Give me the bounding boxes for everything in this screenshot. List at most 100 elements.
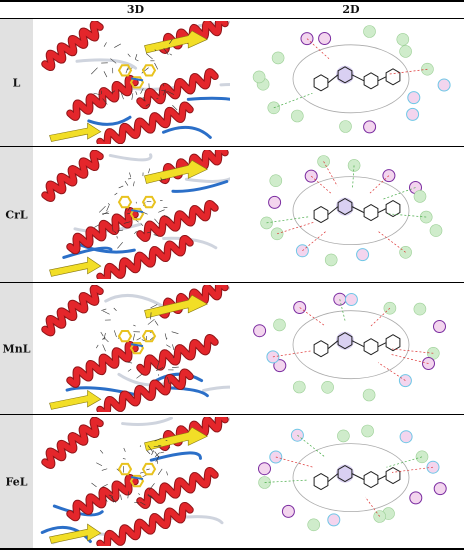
row-separator bbox=[0, 282, 464, 283]
helix-ribbon bbox=[67, 75, 138, 120]
residue-stick bbox=[125, 66, 129, 74]
ligand-ring bbox=[141, 64, 157, 77]
residue-stick bbox=[127, 207, 131, 211]
ligand-ring bbox=[385, 334, 401, 352]
ligand-ring bbox=[363, 471, 379, 489]
pocket-outline bbox=[292, 310, 410, 380]
residue-stick bbox=[154, 218, 160, 225]
residue-disc bbox=[324, 253, 338, 267]
residue-stick bbox=[103, 337, 109, 343]
residue-stick bbox=[171, 331, 179, 334]
residue-disc bbox=[333, 292, 347, 306]
residue-stick bbox=[110, 58, 117, 64]
residue-stick bbox=[102, 344, 106, 352]
ligand-bond bbox=[351, 206, 365, 214]
ligand-ring bbox=[363, 72, 379, 90]
residue-stick bbox=[117, 229, 124, 232]
residue-stick bbox=[106, 205, 110, 212]
ligand-ring bbox=[337, 198, 353, 216]
residue-stick bbox=[158, 209, 165, 213]
pocket-outline bbox=[292, 443, 410, 513]
residue-disc bbox=[361, 424, 374, 438]
residue-stick bbox=[164, 333, 167, 340]
ligand-ring bbox=[117, 64, 133, 77]
residue-stick bbox=[120, 494, 122, 500]
ligand-bond bbox=[130, 209, 144, 214]
coil-strand bbox=[40, 525, 92, 543]
helix-ribbon bbox=[42, 417, 103, 468]
coil-strand bbox=[52, 504, 104, 517]
residue-stick bbox=[91, 482, 97, 488]
residue-stick bbox=[118, 185, 124, 189]
residue-disc bbox=[373, 510, 386, 523]
pocket-outline bbox=[292, 44, 410, 114]
interaction-line bbox=[378, 231, 406, 253]
residue-stick bbox=[154, 49, 157, 51]
residue-disc bbox=[268, 195, 282, 209]
residue-disc bbox=[407, 91, 421, 105]
docking-3d-view bbox=[40, 21, 230, 144]
header-rule bbox=[0, 18, 464, 19]
docking-3d-view bbox=[40, 150, 230, 279]
residue-stick bbox=[122, 458, 126, 460]
residue-stick bbox=[138, 493, 140, 496]
residue-stick bbox=[172, 105, 178, 111]
residue-stick bbox=[102, 483, 108, 488]
beta-sheet-arrow bbox=[49, 523, 102, 544]
residue-stick bbox=[91, 67, 98, 75]
beta-sheet-arrow bbox=[49, 122, 102, 142]
docking-3d-view bbox=[40, 285, 230, 412]
residue-disc bbox=[356, 248, 370, 262]
residue-stick bbox=[101, 308, 107, 311]
row-label: CrL bbox=[5, 208, 28, 221]
residue-disc bbox=[252, 70, 266, 84]
residue-disc bbox=[269, 174, 283, 188]
residue-stick bbox=[146, 468, 150, 471]
residue-stick bbox=[147, 445, 153, 452]
coil-strand bbox=[74, 241, 136, 254]
residue-stick bbox=[141, 67, 149, 74]
ligand-bond bbox=[351, 473, 365, 481]
ligand-ring bbox=[385, 200, 401, 218]
row-l: L bbox=[0, 19, 464, 146]
residue-stick bbox=[148, 168, 151, 174]
coil-strand bbox=[171, 180, 229, 193]
ligand-ring bbox=[117, 195, 133, 209]
residue-disc bbox=[258, 462, 271, 476]
ligand-ring bbox=[129, 474, 145, 488]
residue-stick bbox=[148, 483, 155, 491]
residue-disc bbox=[433, 482, 447, 496]
ligand-ring bbox=[129, 342, 145, 355]
residue-stick bbox=[114, 192, 118, 196]
residue-stick bbox=[113, 307, 117, 311]
ligand-ring bbox=[129, 76, 145, 89]
residue-disc bbox=[398, 374, 412, 388]
coil-strand bbox=[152, 372, 204, 384]
interaction-line bbox=[299, 307, 326, 327]
ligand-bond bbox=[327, 340, 339, 350]
residue-disc bbox=[281, 504, 295, 518]
residue-stick bbox=[102, 98, 108, 105]
interaction-2d-diagram bbox=[240, 417, 462, 546]
residue-stick bbox=[96, 462, 103, 466]
ligand-bond bbox=[351, 340, 365, 348]
helix-ribbon bbox=[97, 102, 193, 144]
residue-disc bbox=[363, 25, 376, 38]
residue-disc bbox=[429, 224, 443, 237]
ligand-ring bbox=[141, 462, 157, 476]
residue-stick bbox=[146, 450, 151, 455]
residue-stick bbox=[102, 211, 109, 215]
residue-disc bbox=[258, 476, 271, 489]
ligand-bond bbox=[130, 476, 144, 481]
row-mnl: MnL bbox=[0, 283, 464, 414]
ligand-ring bbox=[117, 462, 133, 476]
residue-stick bbox=[124, 180, 129, 186]
residue-stick bbox=[134, 230, 137, 234]
ligand-ring bbox=[141, 195, 157, 209]
ligand-bond bbox=[377, 342, 387, 348]
residue-disc bbox=[344, 293, 358, 306]
helix-ribbon bbox=[137, 200, 218, 241]
helix-ribbon bbox=[137, 467, 218, 508]
docking-3d-view bbox=[40, 417, 230, 546]
